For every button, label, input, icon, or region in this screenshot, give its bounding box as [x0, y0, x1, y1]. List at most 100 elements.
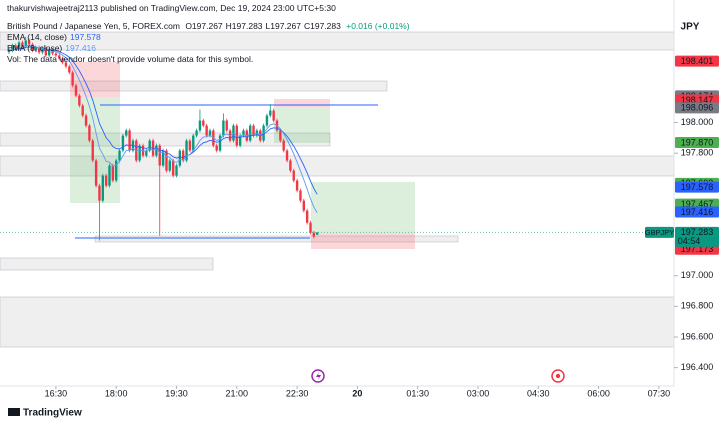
candle-body	[21, 42, 24, 47]
candle-body	[295, 180, 299, 191]
candle-body	[249, 125, 252, 141]
candle-body	[138, 145, 141, 161]
x-tick-label: 16:30	[45, 388, 68, 398]
candle-body	[51, 50, 54, 54]
candle-body	[148, 140, 151, 151]
price-badge	[675, 181, 719, 193]
zone	[94, 235, 459, 243]
candle-body	[316, 232, 319, 235]
ohlc: L197.267	[265, 21, 301, 31]
candle-body	[238, 135, 242, 146]
last-price-label: 197.283	[681, 227, 714, 237]
legend: British Pound / Japanese Yen, 5, FOREX.c…	[7, 21, 413, 31]
positions	[70, 62, 415, 249]
candle-body	[158, 145, 161, 166]
x-tick-label: 22:30	[286, 388, 309, 398]
candle-body	[41, 48, 44, 53]
candle-body	[205, 125, 208, 136]
candle-body	[125, 130, 128, 136]
candle-body	[94, 160, 98, 186]
y-tick-label: 198.000	[681, 117, 714, 127]
target-zone	[274, 107, 330, 143]
candle-body	[195, 130, 198, 136]
price-badge-label: 197.870	[681, 137, 714, 147]
candle-body	[292, 170, 295, 181]
x-tick-label: 04:30	[527, 388, 550, 398]
price-badge-label: 197.416	[681, 207, 714, 217]
x-tick-label: 07:30	[648, 388, 671, 398]
symbol-badge	[645, 226, 674, 238]
ohlc: H197.283	[225, 21, 263, 31]
symbol: British Pound / Japanese Yen, 5, FOREX.c…	[7, 21, 180, 31]
event-icon[interactable]	[316, 372, 321, 380]
candle-body	[37, 47, 41, 53]
candle-body	[218, 135, 222, 151]
event-icon[interactable]	[551, 369, 565, 383]
candle-body	[312, 232, 316, 237]
candle-body	[242, 130, 245, 136]
candle-body	[161, 150, 165, 166]
candle-body	[88, 125, 91, 141]
x-tick-label: 06:00	[587, 388, 610, 398]
candle-body	[24, 40, 27, 47]
candle-body	[202, 120, 205, 126]
ema-line	[8, 45, 318, 214]
candle-body	[272, 110, 275, 121]
ohlc: O197.267	[185, 21, 223, 31]
candle-body	[252, 125, 255, 136]
candle-body	[309, 222, 312, 233]
candle-body	[282, 140, 285, 151]
price-badge-label: 198.401	[681, 56, 714, 66]
candle-body	[71, 72, 74, 86]
price-badge-label: 197.578	[681, 182, 714, 192]
candle-body	[168, 160, 171, 171]
candle-body	[305, 210, 309, 223]
candle-body	[44, 48, 48, 56]
candle-body	[171, 160, 175, 176]
candle-body	[182, 150, 185, 161]
candle-body	[265, 115, 269, 126]
stop-zone	[274, 99, 330, 107]
zone	[0, 80, 388, 92]
price-badge	[675, 136, 719, 148]
candle-body	[208, 130, 212, 136]
price-badge	[675, 55, 719, 67]
zones	[0, 31, 675, 348]
candle-body	[7, 50, 11, 53]
indicator-value: 197.416	[65, 43, 97, 53]
event-icon[interactable]	[555, 373, 561, 379]
indicator: EMA (8, close) 197.416	[7, 43, 99, 53]
price-badge-label: 197.173	[681, 244, 714, 254]
currency: JPY	[681, 22, 700, 33]
candle-body	[302, 200, 305, 211]
candle-body	[115, 160, 118, 181]
change: +0.016 (+0.01%)	[346, 21, 410, 31]
x-tick-label: 01:30	[406, 388, 429, 398]
price-badge-label: 198.147	[681, 95, 714, 105]
candle-body	[175, 165, 178, 176]
candle-body	[61, 58, 64, 63]
candle-body	[269, 110, 272, 116]
zone	[0, 257, 214, 271]
candle-body	[155, 145, 158, 156]
zone	[0, 296, 675, 348]
candle-body	[101, 175, 104, 201]
candle-body	[279, 130, 282, 141]
candle-body	[64, 62, 68, 67]
candle-body	[27, 40, 31, 45]
candle-body	[185, 140, 188, 161]
footer: TradingView	[23, 408, 82, 419]
candle-body	[78, 95, 81, 106]
price-badge-label: 198.096	[681, 103, 714, 113]
candle-body	[145, 150, 148, 156]
candle-body	[188, 140, 192, 151]
indicator-value: 197.578	[70, 32, 101, 42]
event-icon[interactable]	[311, 369, 325, 383]
candle-body	[84, 115, 88, 126]
candle-body	[11, 45, 14, 51]
x-tick-label: 20	[352, 388, 362, 398]
candle-body	[34, 47, 37, 51]
x-tick-label: 21:00	[226, 388, 249, 398]
target-zone	[311, 182, 415, 233]
